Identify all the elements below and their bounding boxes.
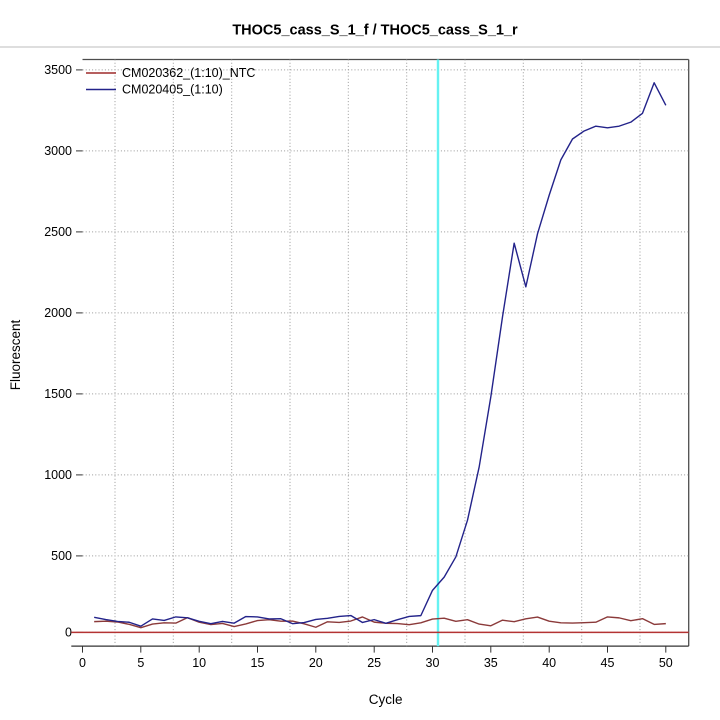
svg-text:20: 20 — [309, 656, 323, 670]
svg-text:30: 30 — [426, 656, 440, 670]
svg-text:1500: 1500 — [44, 387, 72, 401]
svg-text:Fluorescent: Fluorescent — [8, 319, 23, 390]
svg-text:CM020405_(1:10): CM020405_(1:10) — [122, 83, 223, 97]
svg-text:0: 0 — [65, 626, 72, 640]
svg-text:35: 35 — [484, 656, 498, 670]
svg-text:2500: 2500 — [44, 225, 72, 239]
svg-text:500: 500 — [51, 549, 72, 563]
svg-text:45: 45 — [601, 656, 615, 670]
svg-text:1000: 1000 — [44, 468, 72, 482]
svg-text:3000: 3000 — [44, 144, 72, 158]
svg-text:5: 5 — [137, 656, 144, 670]
svg-text:THOC5_cass_S_1_f / THOC5_cass_: THOC5_cass_S_1_f / THOC5_cass_S_1_r — [232, 23, 518, 39]
svg-text:15: 15 — [251, 656, 265, 670]
svg-text:10: 10 — [192, 656, 206, 670]
svg-text:2000: 2000 — [44, 306, 72, 320]
svg-text:CM020362_(1:10)_NTC: CM020362_(1:10)_NTC — [122, 66, 255, 80]
svg-text:50: 50 — [659, 656, 673, 670]
svg-text:40: 40 — [542, 656, 556, 670]
svg-text:3500: 3500 — [44, 63, 72, 77]
svg-text:0: 0 — [79, 656, 86, 670]
svg-text:25: 25 — [367, 656, 381, 670]
svg-text:Cycle: Cycle — [369, 692, 403, 707]
